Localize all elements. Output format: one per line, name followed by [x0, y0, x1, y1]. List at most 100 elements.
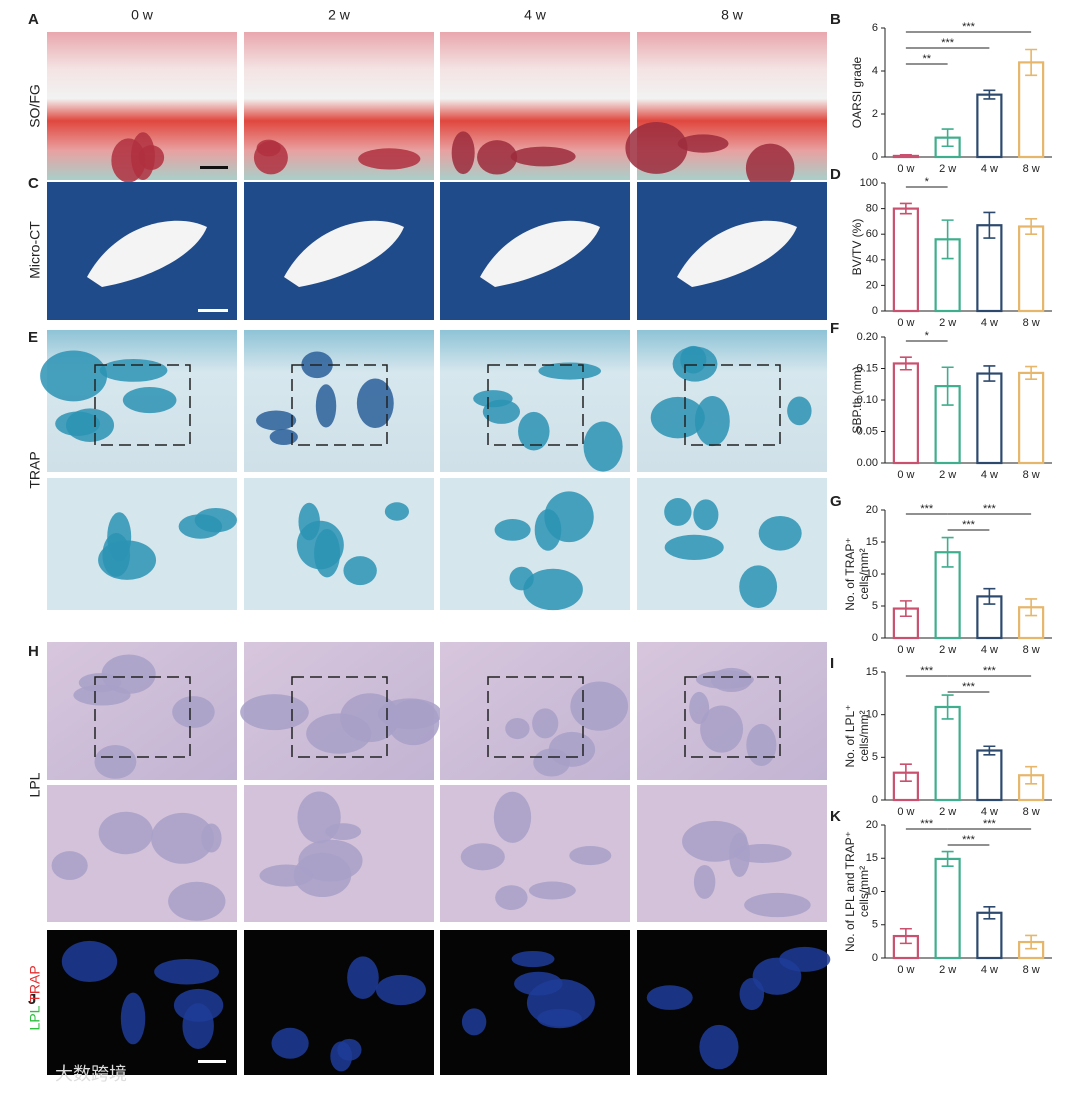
zoom-box — [684, 676, 781, 758]
tissue — [168, 881, 226, 921]
tissue — [120, 992, 146, 1045]
zoom-box — [94, 364, 191, 446]
column-label: 2 w — [328, 7, 351, 23]
tissue — [739, 977, 765, 1011]
tissue — [646, 985, 693, 1010]
tissue — [61, 940, 118, 983]
x-tick-label: 0 w — [897, 469, 914, 481]
x-tick-label: 0 w — [897, 964, 914, 976]
y-tick-label: 0 — [872, 632, 878, 644]
significance-label: *** — [920, 503, 934, 515]
bone-3d — [677, 220, 797, 287]
x-tick-label: 4 w — [981, 317, 998, 329]
y-tick-label: 5 — [872, 600, 878, 612]
scale-bar — [198, 309, 228, 312]
tissue — [569, 845, 612, 866]
y-axis-label: cells/mm² — [857, 710, 871, 761]
error-bar — [941, 850, 954, 868]
tissue — [73, 684, 131, 706]
tissue — [101, 654, 156, 694]
y-tick-label: 20 — [866, 279, 878, 291]
tissue — [510, 146, 576, 167]
error-bar — [899, 763, 912, 783]
tissue — [505, 717, 530, 740]
tissue — [256, 410, 297, 431]
panel-label: J — [28, 991, 36, 1008]
tissue — [172, 696, 215, 728]
tissue — [625, 122, 688, 174]
error-bar — [941, 536, 954, 568]
tissue — [693, 864, 716, 899]
error-bar — [983, 211, 996, 239]
column-label: 8 w — [721, 7, 744, 23]
micrograph — [244, 330, 434, 472]
tissue — [694, 395, 730, 447]
significance-label: *** — [962, 681, 976, 693]
tissue — [493, 791, 532, 843]
bar — [1018, 774, 1045, 802]
tissue — [461, 1008, 487, 1036]
tissue — [664, 534, 724, 560]
tissue — [511, 950, 555, 968]
tissue — [532, 708, 559, 739]
bar — [892, 207, 919, 313]
row-label: Micro-CT — [27, 221, 43, 279]
y-axis-label: No. of LPL and TRAP⁺ — [843, 831, 857, 952]
y-axis-label: SBP.th (mm) — [850, 366, 864, 433]
tissue — [787, 396, 812, 426]
bar — [934, 857, 961, 960]
error-bar — [1025, 765, 1038, 785]
tissue — [337, 1038, 362, 1061]
y-tick-label: 0 — [872, 952, 878, 964]
significance-label: *** — [920, 818, 934, 830]
panel-label: B — [830, 11, 841, 28]
x-tick-label: 8 w — [1023, 163, 1040, 175]
panel-label: H — [28, 643, 39, 660]
tissue — [178, 514, 223, 539]
column-label: 0 w — [131, 7, 154, 23]
zoom-box — [291, 364, 388, 446]
tissue — [664, 498, 692, 526]
tissue — [693, 499, 719, 531]
tissue — [40, 350, 108, 402]
tissue — [494, 519, 531, 541]
tissue — [154, 958, 219, 985]
tissue — [526, 979, 595, 1027]
y-tick-label: 20 — [866, 504, 878, 516]
tissue — [460, 843, 505, 871]
y-tick-label: 6 — [872, 22, 878, 34]
tissue — [699, 1024, 739, 1070]
error-bar — [983, 365, 996, 382]
panel-label: F — [830, 320, 839, 337]
error-bar — [941, 219, 954, 260]
tissue — [347, 956, 379, 999]
bar — [976, 911, 1003, 960]
significance-label: *** — [962, 21, 976, 33]
tissue — [98, 540, 157, 580]
y-tick-label: 100 — [860, 177, 878, 189]
tissue — [583, 421, 623, 472]
y-axis-label: BV/TV (%) — [850, 219, 864, 276]
error-bar — [899, 600, 912, 618]
y-tick-label: 40 — [866, 254, 878, 266]
tissue — [523, 568, 583, 611]
panel-label: A — [28, 11, 39, 28]
tissue — [482, 399, 521, 424]
row-label: TRAP — [27, 451, 43, 488]
error-bar — [899, 154, 912, 158]
error-bar — [899, 927, 912, 945]
tissue — [672, 346, 718, 382]
x-tick-label: 4 w — [981, 163, 998, 175]
significance-label: *** — [983, 503, 997, 515]
x-tick-label: 2 w — [939, 469, 956, 481]
y-tick-label: 2 — [872, 108, 878, 120]
x-tick-label: 8 w — [1023, 806, 1040, 818]
significance-label: * — [925, 330, 930, 342]
tissue — [343, 556, 377, 586]
tissue — [745, 143, 795, 193]
zoom-box — [684, 364, 781, 446]
tissue — [695, 670, 754, 689]
tissue — [201, 823, 222, 853]
zoom-box — [291, 676, 388, 758]
tissue — [325, 823, 362, 840]
